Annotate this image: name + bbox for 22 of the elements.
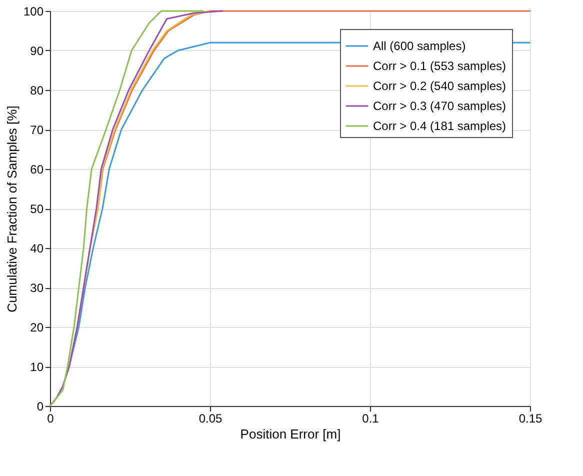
y-tick-label: 90 <box>30 44 44 58</box>
x-tick-label: 0.1 <box>362 412 380 426</box>
legend-label: Corr > 0.2 (540 samples) <box>373 79 506 93</box>
legend-label: Corr > 0.3 (470 samples) <box>373 99 506 113</box>
y-tick-label: 20 <box>30 320 44 334</box>
y-tick-label: 10 <box>30 360 44 374</box>
legend-label: All (600 samples) <box>373 39 466 53</box>
y-tick-label: 60 <box>30 162 44 176</box>
y-tick-label: 50 <box>30 202 44 216</box>
y-tick-label: 100 <box>23 4 44 18</box>
y-tick-label: 0 <box>36 400 44 414</box>
x-tick-label: 0.05 <box>198 412 222 426</box>
x-tick-label: 0 <box>47 412 54 426</box>
legend-label: Corr > 0.4 (181 samples) <box>373 119 506 133</box>
y-tick-label: 70 <box>30 123 44 137</box>
y-tick-label: 40 <box>30 242 44 256</box>
x-axis-title: Position Error [m] <box>240 426 341 442</box>
y-tick-label: 30 <box>30 281 44 295</box>
legend-label: Corr > 0.1 (553 samples) <box>373 59 506 73</box>
y-tick-label: 80 <box>30 84 44 98</box>
y-axis-title: Cumulative Fraction of Samples [%] <box>4 106 20 312</box>
x-tick-label: 0.15 <box>518 412 542 426</box>
